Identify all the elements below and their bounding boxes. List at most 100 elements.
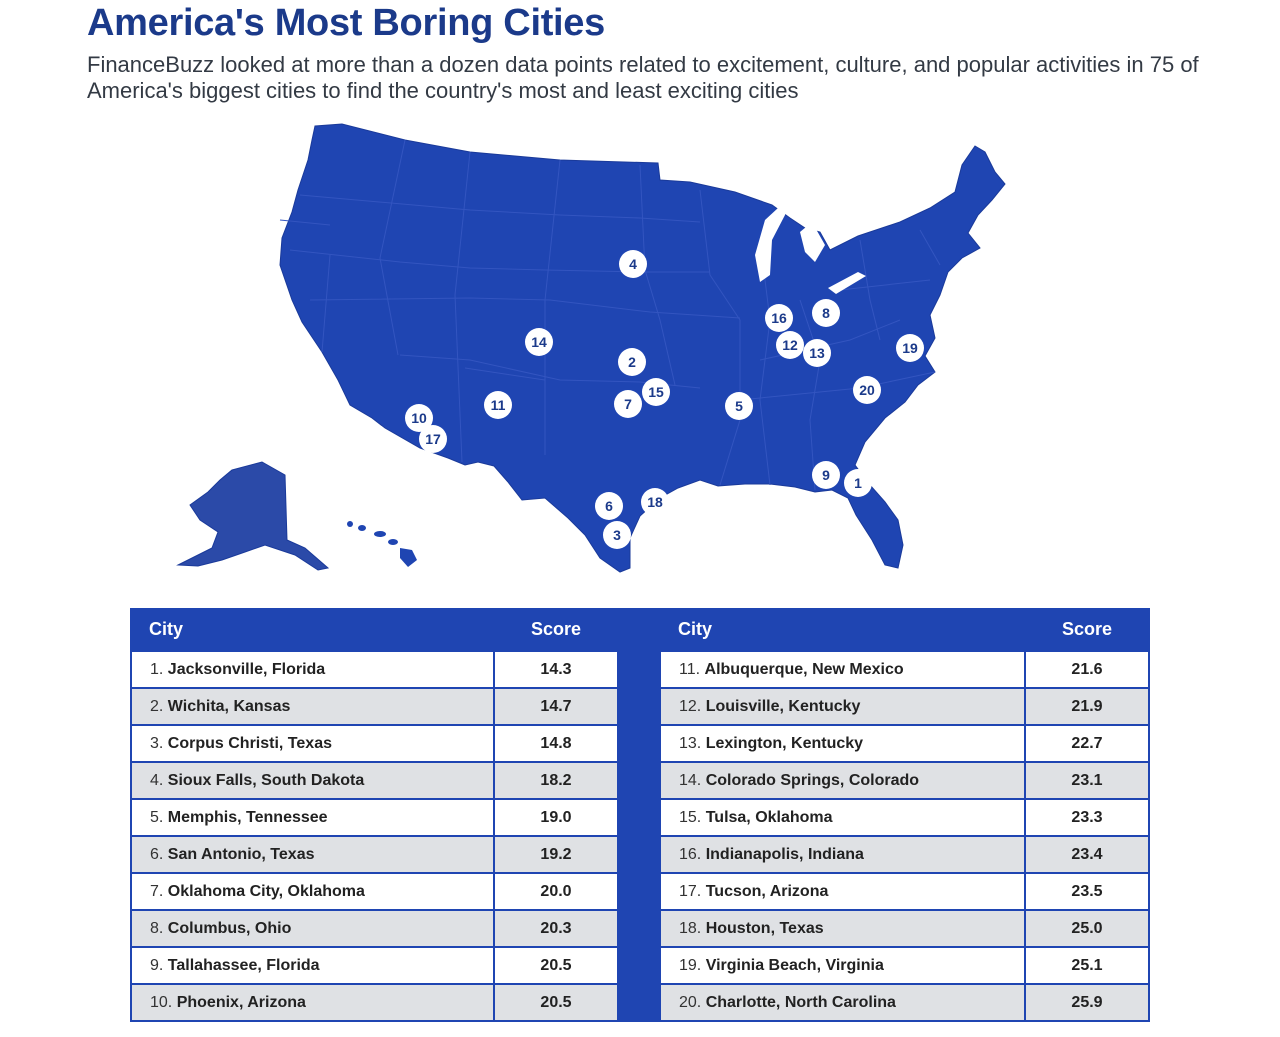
svg-text:12: 12 bbox=[782, 337, 798, 353]
city-marker-3[interactable]: 3 bbox=[603, 521, 631, 549]
city-name: Wichita, Kansas bbox=[167, 697, 291, 715]
table-row: 14. Colorado Springs, Colorado 23.1 bbox=[659, 761, 1150, 800]
rank-number: 16. bbox=[679, 845, 702, 863]
svg-text:10: 10 bbox=[411, 410, 427, 426]
city-marker-13[interactable]: 13 bbox=[803, 339, 831, 367]
us-map: 1 2 3 4 5 6 7 8 9 10 11 12 13 14 15 16 1… bbox=[176, 123, 1006, 573]
rank-number: 1. bbox=[150, 660, 164, 678]
rankings-table-left: City Score 1. Jacksonville, Florida 14.3 … bbox=[130, 608, 619, 1022]
city-marker-11[interactable]: 11 bbox=[484, 391, 512, 419]
city-name: Louisville, Kentucky bbox=[705, 697, 861, 715]
svg-text:5: 5 bbox=[735, 398, 743, 414]
city-name: Lexington, Kentucky bbox=[705, 734, 864, 752]
city-name: Corpus Christi, Texas bbox=[167, 734, 332, 752]
city-name: Oklahoma City, Oklahoma bbox=[167, 882, 365, 900]
score-value: 21.9 bbox=[1024, 687, 1150, 726]
svg-text:16: 16 bbox=[771, 310, 787, 326]
rank-number: 5. bbox=[150, 808, 164, 826]
table-row: 13. Lexington, Kentucky 22.7 bbox=[659, 724, 1150, 763]
table-row: 18. Houston, Texas 25.0 bbox=[659, 909, 1150, 948]
rank-number: 17. bbox=[679, 882, 702, 900]
city-marker-19[interactable]: 19 bbox=[896, 334, 924, 362]
city-marker-1[interactable]: 1 bbox=[844, 469, 872, 497]
table-row: 6. San Antonio, Texas 19.2 bbox=[130, 835, 619, 874]
page-title: America's Most Boring Cities bbox=[87, 2, 605, 44]
city-markers: 1 2 3 4 5 6 7 8 9 10 11 12 13 14 15 16 1… bbox=[405, 250, 924, 549]
city-marker-20[interactable]: 20 bbox=[853, 376, 881, 404]
column-header-city: City bbox=[131, 608, 494, 651]
score-value: 21.6 bbox=[1024, 650, 1150, 689]
city-marker-6[interactable]: 6 bbox=[595, 492, 623, 520]
score-value: 25.1 bbox=[1024, 946, 1150, 985]
city-marker-4[interactable]: 4 bbox=[619, 250, 647, 278]
svg-text:1: 1 bbox=[854, 475, 862, 491]
rank-number: 12. bbox=[679, 697, 702, 715]
score-value: 14.7 bbox=[493, 687, 619, 726]
svg-text:4: 4 bbox=[629, 256, 637, 272]
table-row: 7. Oklahoma City, Oklahoma 20.0 bbox=[130, 872, 619, 911]
rank-number: 18. bbox=[679, 919, 702, 937]
score-value: 14.3 bbox=[493, 650, 619, 689]
svg-text:14: 14 bbox=[531, 334, 547, 350]
rank-number: 20. bbox=[679, 993, 702, 1011]
city-marker-2[interactable]: 2 bbox=[618, 348, 646, 376]
table-row: 20. Charlotte, North Carolina 25.9 bbox=[659, 983, 1150, 1022]
score-value: 20.3 bbox=[493, 909, 619, 948]
table-row: 10. Phoenix, Arizona 20.5 bbox=[130, 983, 619, 1022]
lake-michigan bbox=[755, 200, 790, 282]
city-marker-18[interactable]: 18 bbox=[641, 488, 669, 516]
table-row: 9. Tallahassee, Florida 20.5 bbox=[130, 946, 619, 985]
city-marker-12[interactable]: 12 bbox=[776, 331, 804, 359]
table-row: 11. Albuquerque, New Mexico 21.6 bbox=[659, 650, 1150, 689]
column-header-score: Score bbox=[494, 608, 618, 651]
hawaii-shape bbox=[347, 521, 417, 567]
city-marker-17[interactable]: 17 bbox=[419, 425, 447, 453]
city-name: Memphis, Tennessee bbox=[167, 808, 328, 826]
svg-text:18: 18 bbox=[647, 494, 663, 510]
svg-text:2: 2 bbox=[628, 354, 636, 370]
table-row: 3. Corpus Christi, Texas 14.8 bbox=[130, 724, 619, 763]
city-marker-7[interactable]: 7 bbox=[614, 390, 642, 418]
city-name: Phoenix, Arizona bbox=[176, 993, 306, 1011]
table-row: 4. Sioux Falls, South Dakota 18.2 bbox=[130, 761, 619, 800]
rank-number: 15. bbox=[679, 808, 702, 826]
rank-number: 13. bbox=[679, 734, 702, 752]
table-row: 12. Louisville, Kentucky 21.9 bbox=[659, 687, 1150, 726]
city-marker-5[interactable]: 5 bbox=[725, 392, 753, 420]
rankings-table-right: City Score 11. Albuquerque, New Mexico 21… bbox=[659, 608, 1150, 1022]
city-marker-8[interactable]: 8 bbox=[812, 299, 840, 327]
rank-number: 19. bbox=[679, 956, 702, 974]
table-row: 1. Jacksonville, Florida 14.3 bbox=[130, 650, 619, 689]
table-row: 2. Wichita, Kansas 14.7 bbox=[130, 687, 619, 726]
svg-text:8: 8 bbox=[822, 305, 830, 321]
score-value: 20.5 bbox=[493, 946, 619, 985]
table-row: 19. Virginia Beach, Virginia 25.1 bbox=[659, 946, 1150, 985]
city-marker-15[interactable]: 15 bbox=[642, 378, 670, 406]
svg-text:11: 11 bbox=[491, 397, 506, 413]
score-value: 25.0 bbox=[1024, 909, 1150, 948]
lake-huron bbox=[800, 222, 825, 262]
rank-number: 9. bbox=[150, 956, 164, 974]
table-row: 17. Tucson, Arizona 23.5 bbox=[659, 872, 1150, 911]
score-value: 23.1 bbox=[1024, 761, 1150, 800]
city-marker-10[interactable]: 10 bbox=[405, 404, 433, 432]
rankings-tables: City Score 1. Jacksonville, Florida 14.3 … bbox=[130, 608, 1150, 1022]
city-name: Colorado Springs, Colorado bbox=[705, 771, 920, 789]
city-marker-14[interactable]: 14 bbox=[525, 328, 553, 356]
svg-text:3: 3 bbox=[613, 527, 621, 543]
city-marker-9[interactable]: 9 bbox=[812, 461, 840, 489]
column-header-score: Score bbox=[1025, 608, 1149, 651]
score-value: 20.5 bbox=[493, 983, 619, 1022]
city-name: Charlotte, North Carolina bbox=[705, 993, 896, 1011]
city-name: Albuquerque, New Mexico bbox=[704, 660, 904, 678]
alaska-shape bbox=[176, 461, 330, 571]
rank-number: 3. bbox=[150, 734, 164, 752]
svg-text:7: 7 bbox=[624, 396, 632, 412]
score-value: 22.7 bbox=[1024, 724, 1150, 763]
city-name: Houston, Texas bbox=[705, 919, 824, 937]
city-name: Virginia Beach, Virginia bbox=[705, 956, 884, 974]
page-subtitle: FinanceBuzz looked at more than a dozen … bbox=[87, 52, 1199, 103]
rank-number: 8. bbox=[150, 919, 164, 937]
city-marker-16[interactable]: 16 bbox=[765, 304, 793, 332]
rank-number: 10. bbox=[150, 993, 173, 1011]
